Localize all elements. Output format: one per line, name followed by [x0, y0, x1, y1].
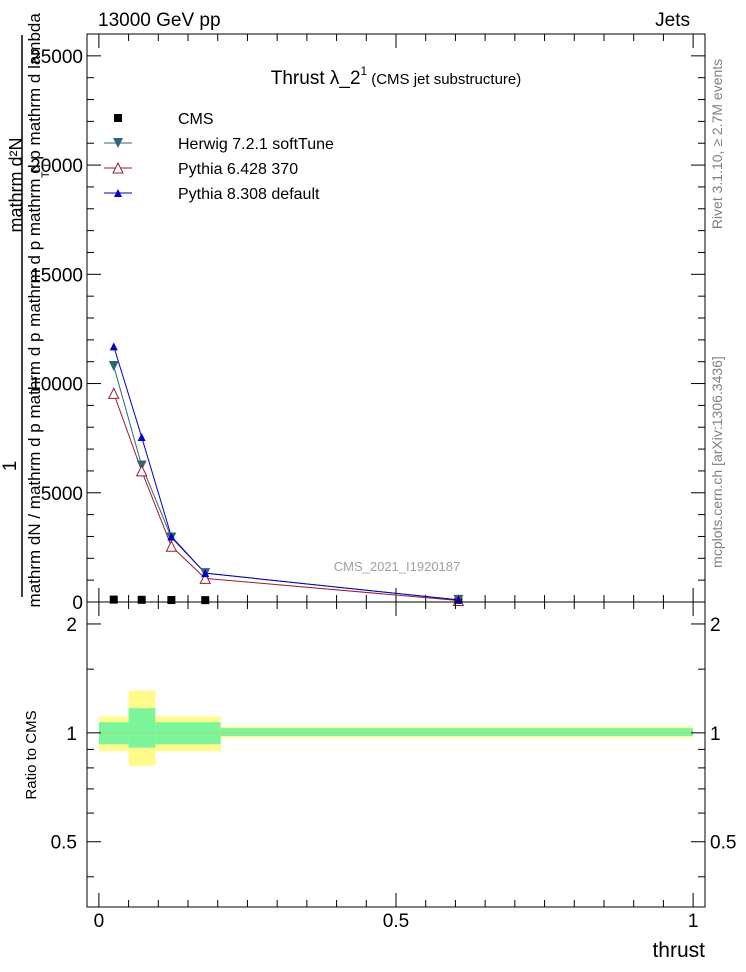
- legend-entry: CMS: [178, 111, 214, 128]
- ratio-ytick-label-right: 1: [710, 724, 721, 745]
- series-3-point: [201, 569, 210, 578]
- legend-entry: Herwig 7.2.1 softTune: [178, 136, 334, 153]
- ratio-plot-frame: [86, 601, 706, 908]
- analysis-watermark: CMS_2021_I1920187: [334, 559, 461, 574]
- header-right: Jets: [655, 10, 690, 31]
- ratio-stat-band: [128, 708, 156, 748]
- ratio-axis-ticks: 0.5 0.5 1 1 2 2 0 0.5 1: [51, 602, 736, 932]
- main-axis-ticks: 0 5000 10000 15000 20000 25000: [30, 33, 705, 614]
- ratio-ytick-label: 0.5: [51, 833, 77, 854]
- x-axis-label: thrust: [652, 939, 705, 962]
- series-1-point: [108, 361, 119, 372]
- series-3-point: [137, 433, 146, 442]
- xtick-label: 0.5: [383, 911, 409, 932]
- series-0-point: [109, 595, 118, 604]
- plot-title-sup: 1: [361, 64, 368, 78]
- plot-title-main: Thrust λ_2: [271, 68, 361, 89]
- series-0-point: [201, 596, 210, 605]
- ratio-ytick-label: 2: [66, 615, 77, 636]
- legend-marker: [112, 161, 124, 174]
- main-ylabel-top: 1: [0, 461, 21, 472]
- series-2-point: [199, 572, 212, 584]
- legend-entry: Pythia 8.308 default: [178, 186, 320, 203]
- mcplots-label: mcplots.cern.ch [arXiv:1306.3436]: [709, 356, 725, 568]
- series-2-point: [135, 464, 148, 477]
- series-3-point: [109, 342, 118, 351]
- main-ylabel-denominator-2: mathrm dN / mathrm d p mathrm d p: [25, 333, 44, 608]
- plot-title: Thrust λ_21 (CMS jet substructure): [271, 64, 522, 89]
- legend: CMS Herwig 7.2.1 softTune Pythia 6.428 370…: [104, 111, 334, 203]
- rivet-label: Rivet 3.1.10, ≥ 2.7M events: [709, 59, 725, 229]
- ratio-ytick-label: 1: [66, 724, 77, 745]
- ratio-ytick-label-right: 0.5: [710, 833, 736, 854]
- main-ylabel: 1 mathrm d²N mathrm d p mathrm d p mathr…: [0, 13, 52, 608]
- series-0-point: [167, 596, 176, 605]
- series-3-point: [167, 532, 176, 541]
- main-ytick-label: 15000: [30, 265, 83, 286]
- series-2-point: [107, 387, 120, 399]
- series-0-point: [137, 595, 146, 604]
- ratio-bands-group: [98, 690, 694, 766]
- xtick-label: 1: [688, 911, 699, 932]
- main-ytick-label: 0: [72, 593, 83, 614]
- series-2-point: [165, 540, 178, 552]
- main-ytick-label: 20000: [30, 156, 83, 177]
- main-ytick-label: 5000: [41, 484, 83, 505]
- ratio-ytick-label-right: 2: [710, 615, 721, 636]
- legend-marker: [114, 114, 122, 122]
- main-ytick-label: 25000: [30, 47, 83, 68]
- plot-title-sub: (CMS jet substructure): [371, 71, 521, 88]
- main-ylabel-denominator-1: mathrm d p mathrm d p mathrm d lambda: [25, 13, 44, 327]
- legend-marker: [114, 189, 122, 197]
- legend-marker: [113, 138, 123, 148]
- main-ylabel-numerator: mathrm d²N: [6, 137, 26, 232]
- ratio-ylabel: Ratio to CMS: [23, 710, 40, 799]
- header-left: 13000 GeV pp: [98, 10, 221, 31]
- legend-entry: Pythia 6.428 370: [178, 161, 298, 178]
- main-ylabel-denominator-sub: T T: [40, 162, 52, 178]
- xtick-label: 0: [94, 911, 105, 932]
- main-ytick-label: 10000: [30, 375, 83, 396]
